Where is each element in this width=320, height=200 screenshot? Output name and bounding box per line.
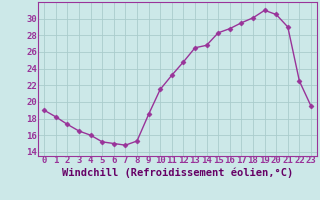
X-axis label: Windchill (Refroidissement éolien,°C): Windchill (Refroidissement éolien,°C) bbox=[62, 168, 293, 178]
